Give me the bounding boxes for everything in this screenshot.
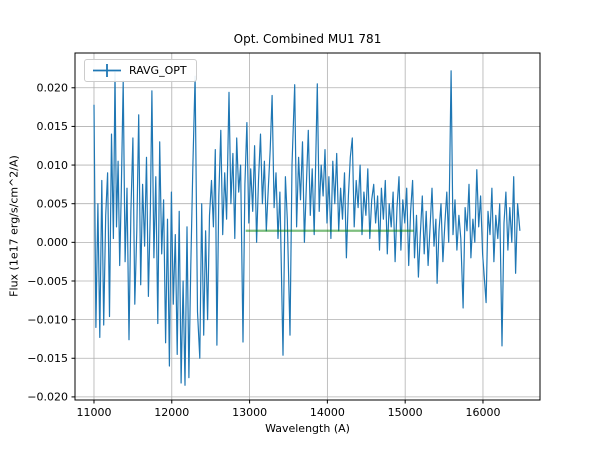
y-tick-label: −0.020 bbox=[27, 391, 68, 404]
legend-label: RAVG_OPT bbox=[129, 64, 187, 77]
errorbar-icon bbox=[93, 64, 121, 77]
y-tick-label: −0.005 bbox=[27, 275, 68, 288]
x-tick-label: 15000 bbox=[388, 406, 423, 419]
y-tick-label: −0.015 bbox=[27, 352, 68, 365]
x-axis-label: Wavelength (A) bbox=[265, 422, 350, 435]
x-tick-label: 14000 bbox=[310, 406, 345, 419]
y-tick-label: −0.010 bbox=[27, 313, 68, 326]
y-axis-label: Flux (1e17 erg/s/cm^2/A) bbox=[7, 155, 21, 297]
y-tick-label: 0.020 bbox=[37, 82, 69, 95]
x-tick-label: 16000 bbox=[465, 406, 500, 419]
y-tick-label: 0.000 bbox=[37, 236, 69, 249]
legend: RAVG_OPT bbox=[84, 59, 197, 82]
axes-spines bbox=[74, 52, 541, 401]
x-tick-label: 12000 bbox=[154, 406, 189, 419]
y-tick-label: 0.015 bbox=[37, 120, 69, 133]
y-tick-label: 0.010 bbox=[37, 159, 69, 172]
chart-title: Opt. Combined MU1 781 bbox=[233, 32, 382, 46]
y-tick-label: 0.005 bbox=[37, 198, 69, 211]
spectrum-line bbox=[93, 70, 521, 386]
x-tick-label: 11000 bbox=[76, 406, 111, 419]
x-tick-label: 13000 bbox=[232, 406, 267, 419]
